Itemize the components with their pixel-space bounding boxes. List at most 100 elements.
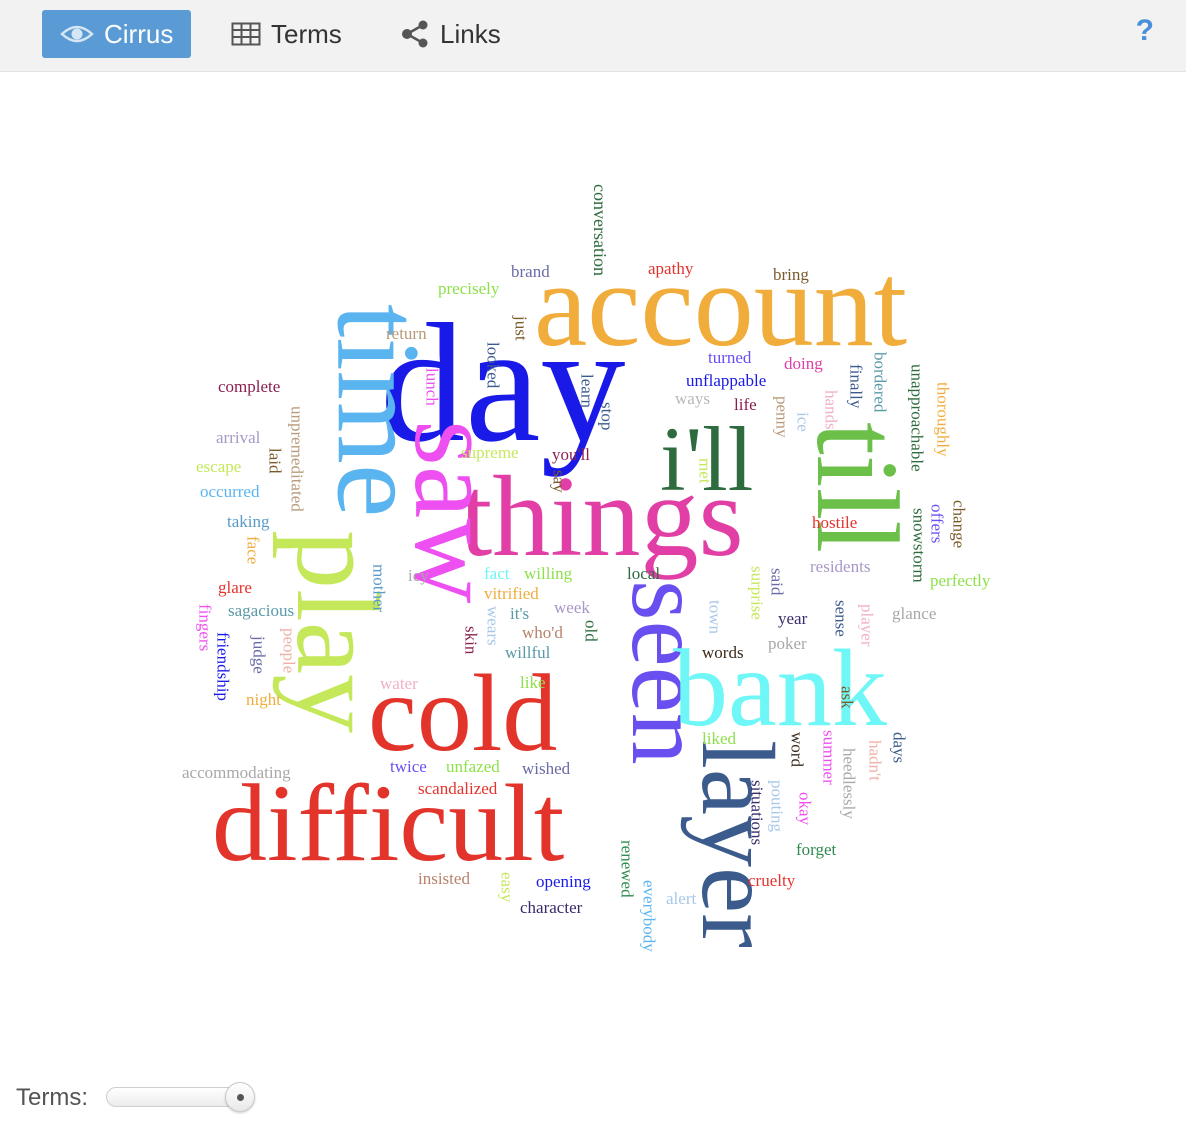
cloud-word[interactable]: play [272, 530, 403, 733]
cloud-word[interactable]: laid [266, 448, 285, 474]
cloud-word[interactable]: glare [218, 578, 252, 597]
cloud-word[interactable]: word [788, 732, 807, 767]
cloud-word[interactable]: sagacious [228, 601, 294, 620]
cloud-word[interactable]: life [734, 395, 757, 414]
cloud-word[interactable]: wears [484, 606, 503, 646]
cloud-word[interactable]: lunch [423, 368, 442, 406]
cloud-word[interactable]: penny [773, 396, 792, 438]
cloud-word[interactable]: judge [250, 635, 269, 674]
cloud-word[interactable]: supreme [461, 443, 519, 462]
cloud-word[interactable]: scandalized [418, 779, 498, 798]
cloud-word[interactable]: occurred [200, 482, 260, 501]
cloud-word[interactable]: local [627, 564, 660, 583]
cloud-word[interactable]: residents [810, 557, 870, 576]
cloud-word[interactable]: ask [838, 686, 857, 709]
cloud-word[interactable]: vitrified [484, 584, 539, 603]
cloud-word[interactable]: day [380, 289, 625, 477]
cloud-word[interactable]: it's [510, 604, 529, 623]
cloud-word[interactable]: character [520, 898, 583, 917]
cloud-word[interactable]: water [380, 674, 418, 693]
cloud-word[interactable]: layer [680, 740, 795, 948]
cloud-word[interactable]: looked [484, 342, 503, 389]
cloud-word[interactable]: insisted [418, 869, 470, 888]
cloud-word[interactable]: opening [536, 872, 591, 891]
cloud-word[interactable]: bordered [871, 352, 890, 413]
cloud-word[interactable]: hostile [812, 513, 857, 532]
cloud-word[interactable]: escape [196, 457, 241, 476]
cloud-word[interactable]: say [550, 470, 569, 493]
cloud-word[interactable]: days [890, 732, 909, 763]
cloud-word[interactable]: doing [784, 354, 823, 373]
cloud-word[interactable]: forget [796, 840, 837, 859]
tab-cirrus[interactable]: Cirrus [42, 10, 191, 58]
cloud-word[interactable]: cold [368, 652, 557, 774]
cloud-word[interactable]: time [312, 304, 445, 517]
cloud-word[interactable]: said [768, 568, 787, 596]
cloud-word[interactable]: met [696, 458, 715, 484]
cloud-word[interactable]: fingers [196, 604, 215, 651]
cloud-word[interactable]: willful [505, 643, 551, 662]
cloud-word[interactable]: heedlessly [840, 748, 859, 819]
cloud-word[interactable]: player [858, 604, 877, 647]
cloud-word[interactable]: glance [892, 604, 936, 623]
cloud-word[interactable]: difficult [212, 762, 564, 884]
cloud-word[interactable]: ways [675, 389, 710, 408]
cloud-word[interactable]: i'll [660, 408, 753, 510]
cloud-word[interactable]: liked [702, 729, 736, 748]
cloud-word[interactable]: seen [610, 580, 725, 765]
cloud-word[interactable]: icy [408, 566, 429, 585]
cloud-word[interactable]: twice [390, 757, 427, 776]
cloud-word[interactable]: pouting [768, 780, 787, 832]
cloud-word[interactable]: night [246, 690, 281, 709]
cloud-word[interactable]: people [280, 628, 299, 673]
cloud-word[interactable]: situations [748, 780, 767, 845]
cloud-word[interactable]: week [554, 598, 590, 617]
cloud-word[interactable]: everybody [640, 880, 659, 952]
cloud-word[interactable]: finally [847, 364, 866, 409]
cloud-word[interactable]: change [950, 500, 969, 548]
cloud-word[interactable]: alert [666, 889, 696, 908]
cloud-word[interactable]: things [460, 453, 744, 581]
cloud-word[interactable]: poker [768, 634, 807, 653]
cloud-word[interactable]: perfectly [930, 571, 991, 590]
cloud-word[interactable]: learn [578, 374, 597, 408]
cloud-word[interactable]: taking [227, 512, 270, 531]
cloud-word[interactable]: who'd [522, 623, 563, 642]
cloud-word[interactable]: conversation [590, 184, 610, 276]
cloud-word[interactable]: hands [822, 390, 841, 430]
cloud-word[interactable]: turned [708, 348, 752, 367]
cloud-word[interactable]: thoroughly [934, 382, 953, 457]
tab-links[interactable]: Links [382, 10, 519, 58]
cloud-word[interactable]: bring [773, 265, 809, 284]
cloud-word[interactable]: old [582, 620, 601, 642]
cloud-word[interactable]: skin [462, 626, 481, 655]
cloud-word[interactable]: cruelty [748, 871, 796, 890]
cloud-word[interactable]: easy [498, 872, 517, 903]
cloud-word[interactable]: year [778, 609, 808, 628]
cloud-word[interactable]: hadn't [866, 740, 885, 781]
cloud-word[interactable]: precisely [438, 279, 500, 298]
cloud-word[interactable]: unapproachable [908, 364, 927, 472]
cloud-word[interactable]: just [512, 315, 531, 341]
cloud-word[interactable]: unflappable [686, 371, 766, 390]
cloud-word[interactable]: willing [524, 564, 573, 583]
cloud-word[interactable]: okay [796, 792, 815, 826]
cloud-word[interactable]: you'll [552, 445, 590, 464]
cloud-word[interactable]: till [792, 422, 923, 553]
cloud-word[interactable]: mother [370, 564, 389, 612]
cloud-word[interactable]: town [706, 600, 725, 635]
cloud-word[interactable]: account [534, 238, 907, 371]
cloud-word[interactable]: wished [522, 759, 571, 778]
cloud-word[interactable]: stop [598, 402, 617, 430]
cloud-word[interactable]: fact [484, 564, 510, 583]
cloud-word[interactable]: friendship [214, 632, 233, 701]
cloud-word[interactable]: summer [820, 730, 839, 785]
cloud-word[interactable]: surprise [748, 566, 767, 620]
cloud-word[interactable]: accommodating [182, 763, 291, 782]
cloud-word[interactable]: saw [390, 420, 521, 604]
cloud-word[interactable]: ice [794, 412, 813, 432]
cloud-word[interactable]: snowstorm [910, 508, 929, 583]
cloud-word[interactable]: unpremeditated [288, 406, 307, 512]
cloud-word[interactable]: unfazed [446, 757, 500, 776]
cloud-word[interactable]: sense [832, 600, 851, 637]
